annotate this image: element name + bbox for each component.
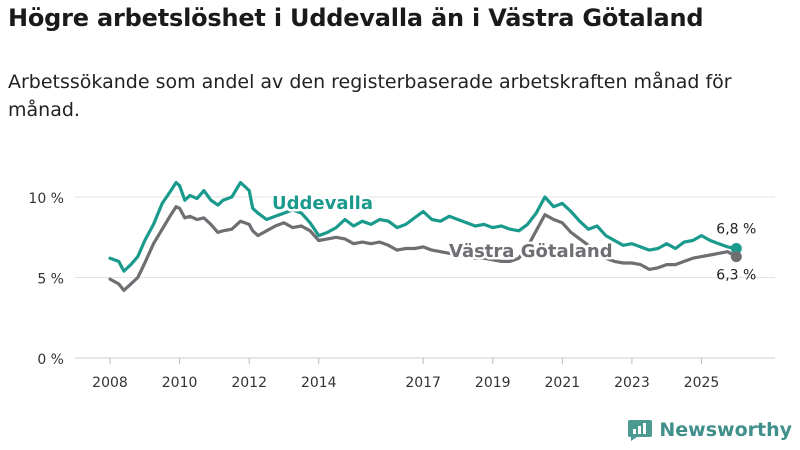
x-tick-label: 2010 <box>162 375 198 391</box>
end-value-label-uddevalla: 6,8 % <box>716 222 756 238</box>
x-tick-label: 2019 <box>475 375 511 391</box>
x-tick-label: 2025 <box>684 375 720 391</box>
x-tick-label: 2023 <box>614 375 650 391</box>
y-tick-label: 5 % <box>37 272 64 288</box>
x-tick-label: 2017 <box>405 375 441 391</box>
brand-name: Newsworthy <box>659 419 792 441</box>
series-name-label-uddevalla: Uddevalla <box>272 193 373 214</box>
series-line-vastra-gotaland <box>108 205 738 292</box>
brand-logo: Newsworthy <box>627 418 792 442</box>
newsworthy-logo-icon <box>628 420 653 441</box>
x-tick-label: 2008 <box>92 375 128 391</box>
end-value-label-vastra-gotaland: 6,3 % <box>716 268 756 284</box>
x-tick-label: 2021 <box>545 375 581 391</box>
end-point-uddevalla <box>730 243 742 255</box>
x-tick-label: 2014 <box>301 375 337 391</box>
series-line-uddevalla <box>108 180 738 273</box>
chart-title: Högre arbetslöshet i Uddevalla än i Väst… <box>8 4 704 32</box>
chart-subtitle: Arbetssökande som andel av den registerb… <box>8 71 732 121</box>
end-point-vastra-gotaland <box>730 251 742 263</box>
y-tick-label: 0 % <box>37 352 64 368</box>
y-tick-label: 10 % <box>28 191 64 207</box>
x-tick-label: 2012 <box>231 375 267 391</box>
series-name-label-vastra-gotaland: Västra Götaland <box>449 241 613 262</box>
